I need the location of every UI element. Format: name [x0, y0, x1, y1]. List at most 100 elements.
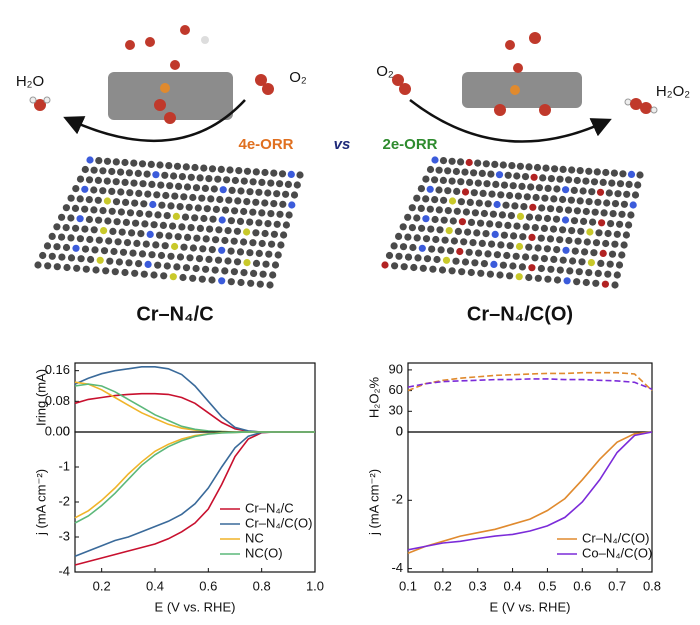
y-tick-label: 60	[389, 382, 403, 397]
atom	[114, 238, 122, 246]
atom	[108, 187, 116, 195]
atom	[135, 260, 143, 268]
atom	[426, 165, 435, 174]
atom	[125, 169, 133, 177]
atom	[112, 198, 121, 206]
atom	[579, 187, 587, 195]
atom	[172, 212, 180, 220]
atom	[474, 179, 482, 187]
atom	[413, 214, 421, 222]
atom	[194, 204, 202, 212]
atom	[567, 196, 576, 204]
atom	[205, 255, 213, 263]
atom	[556, 175, 564, 183]
atom	[566, 267, 574, 275]
atom	[200, 164, 208, 172]
atom	[498, 211, 506, 219]
atom	[439, 157, 448, 165]
atom	[94, 196, 102, 204]
atom	[529, 203, 537, 211]
atom	[620, 241, 628, 249]
atom	[534, 244, 542, 252]
atom	[456, 247, 464, 256]
atom	[559, 256, 567, 264]
atom	[237, 278, 245, 287]
atom	[608, 250, 617, 258]
atom	[179, 273, 187, 282]
atom	[583, 238, 591, 246]
atom	[592, 279, 600, 287]
atom	[491, 230, 499, 238]
atom	[209, 215, 217, 223]
atom	[227, 247, 235, 255]
atom	[432, 235, 440, 244]
atom	[119, 248, 128, 256]
atom	[556, 266, 564, 274]
atom	[457, 158, 465, 166]
reactant-label: O₂	[289, 69, 307, 86]
atom	[490, 260, 498, 268]
atom	[121, 178, 129, 186]
legend-label: Cr–N₄/C(O)	[245, 515, 312, 530]
atom	[99, 187, 107, 195]
atom	[112, 178, 120, 186]
atom	[440, 196, 448, 204]
atom	[619, 170, 627, 178]
atom	[506, 272, 514, 280]
atom	[205, 175, 213, 183]
atom	[243, 259, 251, 267]
atom	[513, 222, 521, 230]
atom	[552, 215, 561, 223]
atom	[269, 271, 277, 279]
atom	[616, 220, 624, 228]
atom	[73, 264, 81, 272]
atom	[589, 218, 597, 226]
atom	[559, 165, 567, 173]
atom	[625, 221, 633, 229]
atom	[474, 159, 482, 167]
atom	[452, 167, 460, 176]
atom	[276, 180, 284, 188]
atom	[106, 257, 114, 265]
atom	[500, 181, 509, 189]
atom	[218, 246, 226, 254]
atom	[444, 207, 452, 215]
atom	[547, 205, 555, 213]
atom	[126, 189, 134, 197]
graphene-sheets	[34, 156, 644, 289]
atom	[288, 201, 296, 209]
atom	[43, 242, 52, 250]
atom	[53, 223, 61, 231]
atom	[448, 177, 456, 185]
atom	[550, 255, 558, 263]
atom	[477, 219, 485, 227]
atom	[105, 237, 113, 245]
atom	[219, 186, 227, 194]
atom	[221, 206, 230, 214]
pathway-label: 4e-ORR	[238, 136, 293, 153]
atom	[573, 176, 581, 185]
atom	[540, 255, 549, 263]
atom	[87, 255, 95, 264]
atom	[576, 167, 584, 175]
atom	[115, 258, 123, 266]
x-tick-label: 0.3	[469, 578, 487, 593]
x-tick-label: 0.6	[199, 578, 217, 593]
atom	[104, 217, 112, 225]
atom	[72, 224, 80, 232]
atom	[261, 168, 269, 177]
atom	[67, 254, 76, 262]
atom	[509, 182, 517, 190]
atom	[249, 178, 257, 186]
atom	[466, 178, 474, 186]
atom	[236, 217, 245, 225]
atom	[126, 209, 135, 217]
series-line	[74, 392, 315, 433]
product-label: H₂O₂	[656, 83, 690, 100]
atom	[611, 240, 619, 248]
atom	[178, 223, 186, 231]
atom	[240, 177, 248, 185]
atom	[540, 224, 549, 232]
atom	[631, 191, 640, 199]
legend-label: Cr–N₄/C(O)	[582, 530, 649, 545]
